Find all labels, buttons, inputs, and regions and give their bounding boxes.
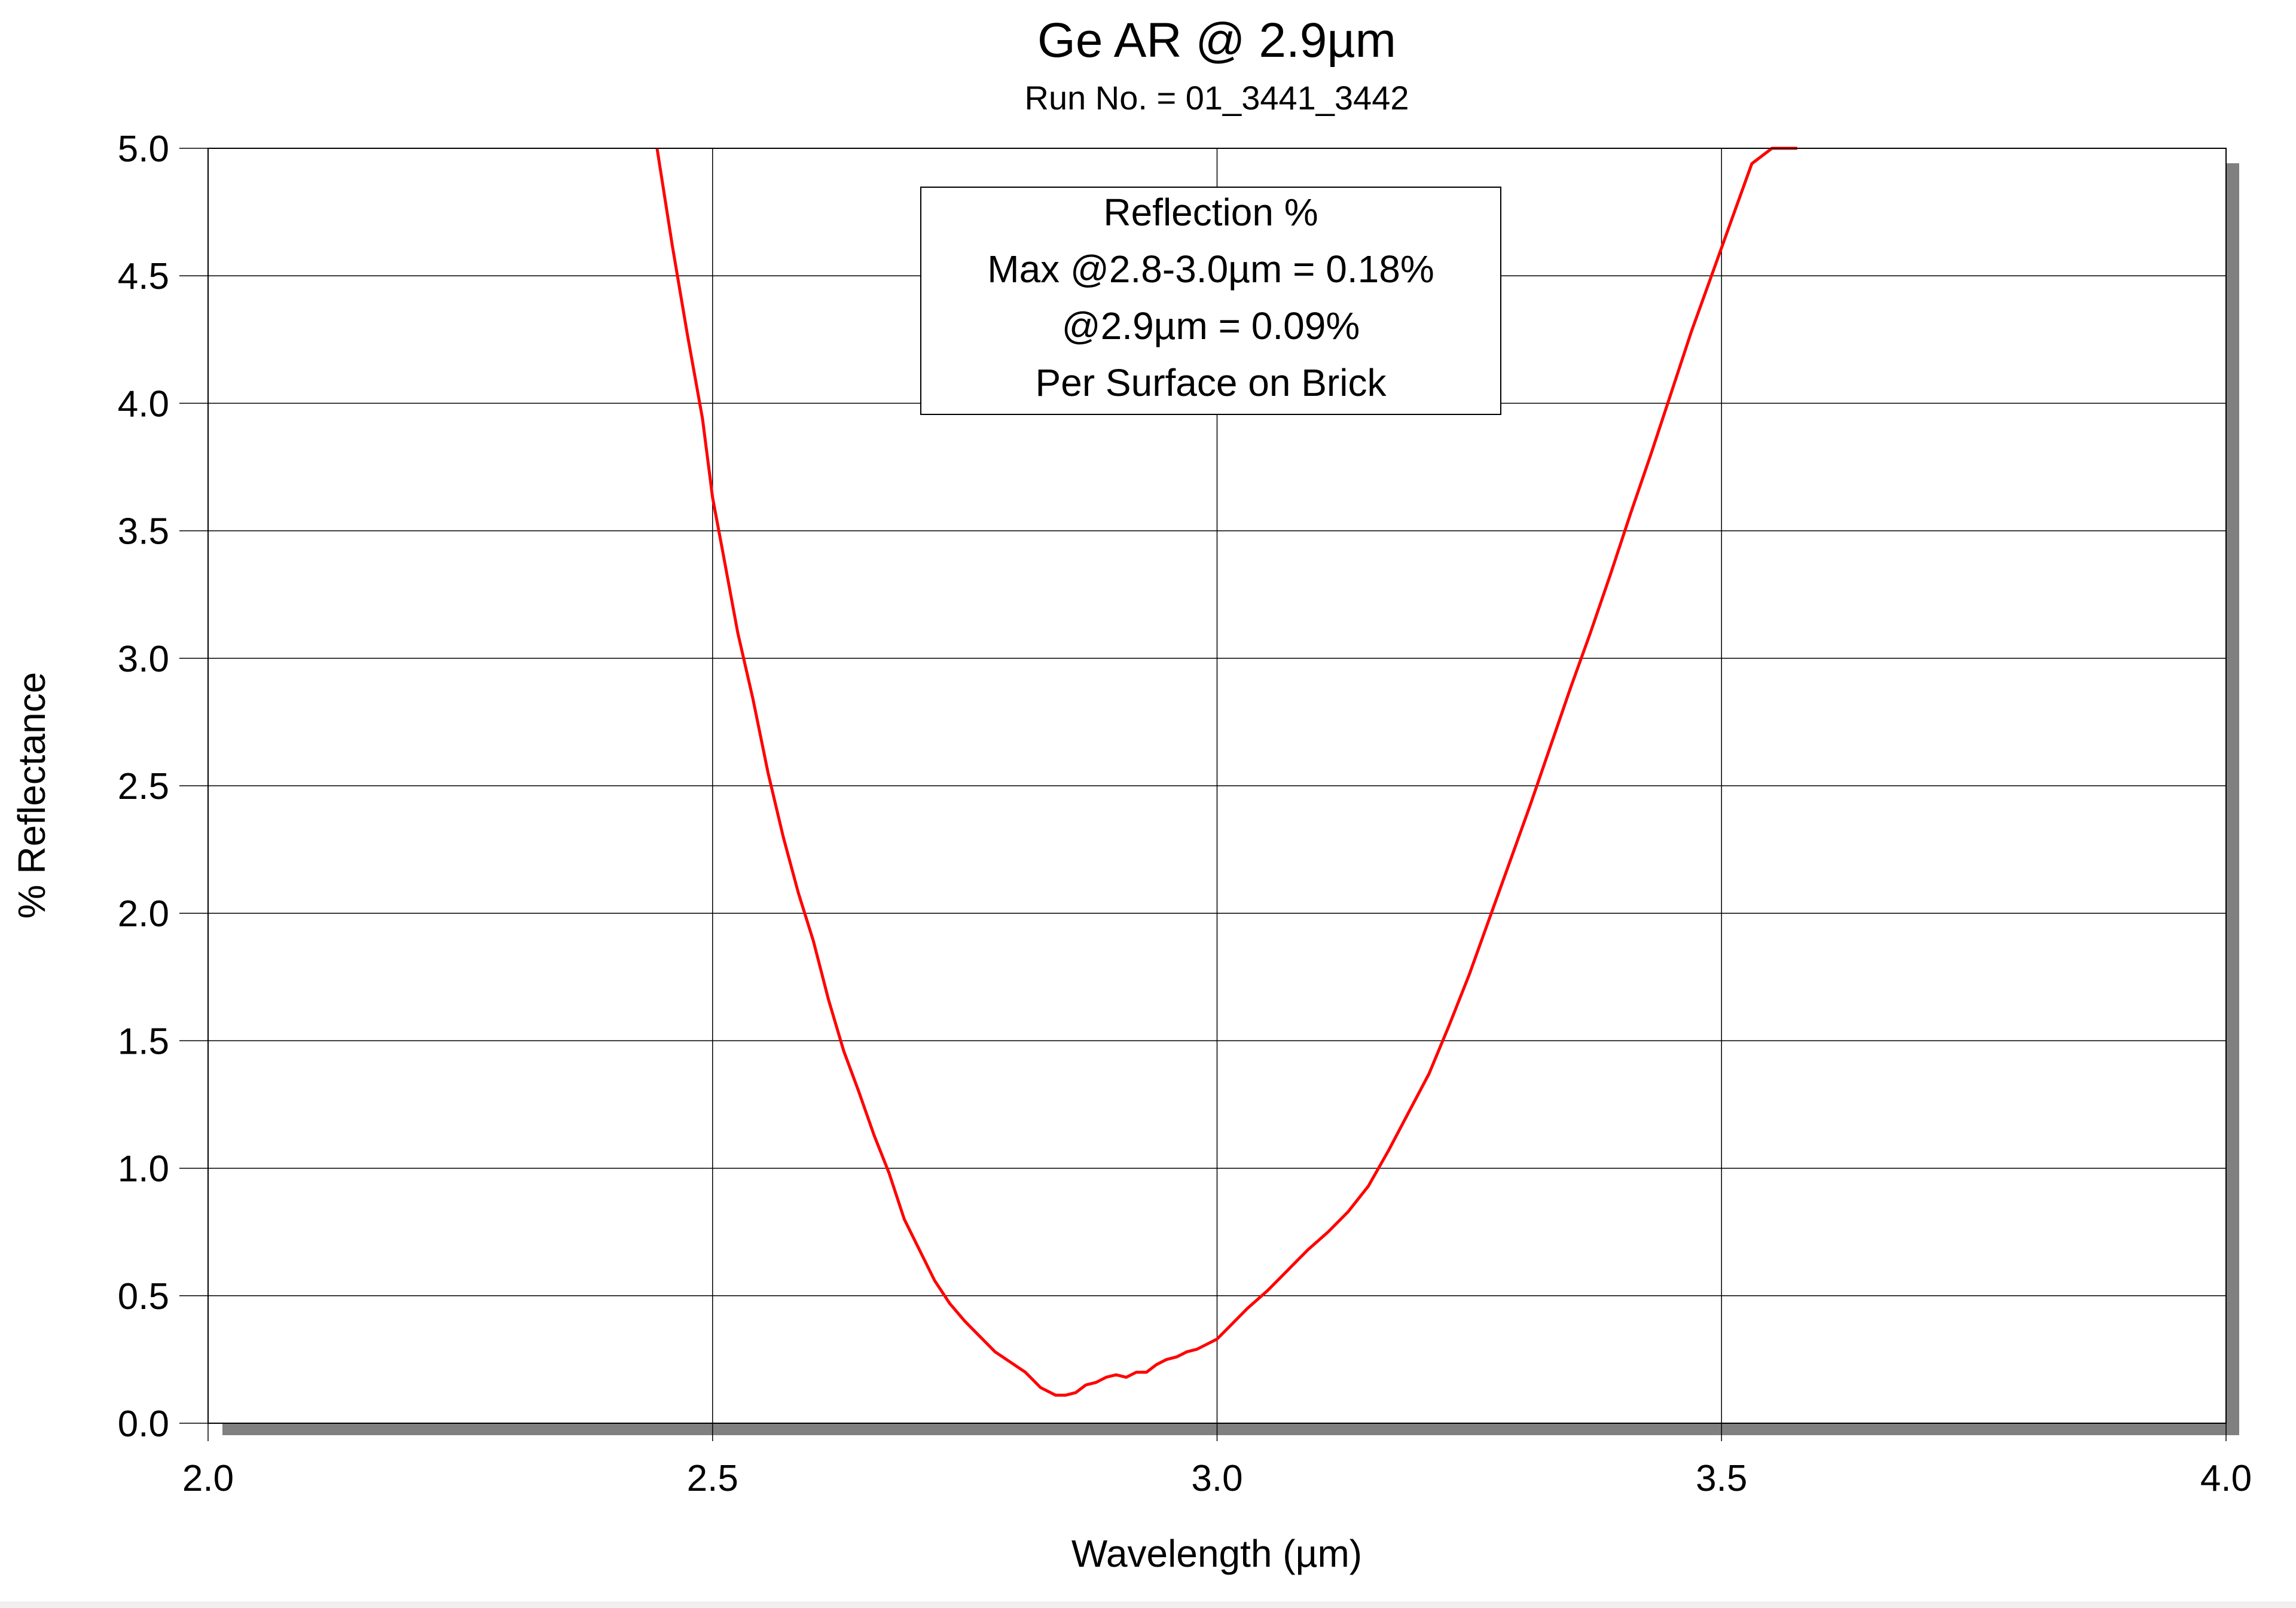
curve-layer <box>655 147 1797 1397</box>
annotation-line-1: Reflection % <box>1103 191 1318 234</box>
y-axis-label: % Reflectance <box>10 672 53 919</box>
y-tick-label: 3.0 <box>118 639 169 680</box>
x-tick-label: 2.0 <box>182 1458 234 1499</box>
plot-shadow-bottom <box>222 1423 2239 1435</box>
annotation-line-2: Max @2.8-3.0µm = 0.18% <box>987 248 1434 291</box>
chart-title: Ge AR @ 2.9µm <box>1037 13 1396 68</box>
x-tick-label: 3.0 <box>1191 1458 1242 1499</box>
x-axis-label: Wavelength (µm) <box>1071 1532 1362 1575</box>
x-tick-labels: 2.0 2.5 3.0 3.5 4.0 <box>182 1423 2252 1499</box>
y-tick-label: 0.5 <box>118 1276 169 1317</box>
x-tick-label: 3.5 <box>1696 1458 1747 1499</box>
chart-subtitle: Run No. = 01_3441_3442 <box>1025 79 1409 117</box>
y-tick-label: 2.0 <box>118 893 169 935</box>
y-tick-label: 3.5 <box>118 511 169 553</box>
y-tick-label: 2.5 <box>118 766 169 807</box>
y-tick-label: 1.5 <box>118 1021 169 1062</box>
annotation-line-4: Per Surface on Brick <box>1036 361 1387 404</box>
bottom-strip <box>0 1601 2296 1608</box>
annotation-box: Reflection % Max @2.8-3.0µm = 0.18% @2.9… <box>920 187 1501 415</box>
y-tick-label: 4.5 <box>118 256 169 297</box>
reflectance-curve <box>655 147 1797 1397</box>
annotation-frame <box>920 187 1501 415</box>
y-tick-label: 0.0 <box>118 1403 169 1445</box>
plot-shadow-right <box>2226 163 2239 1435</box>
y-tick-label: 4.0 <box>118 383 169 425</box>
x-tick-label: 4.0 <box>2200 1458 2252 1499</box>
y-tick-label: 1.0 <box>118 1149 169 1190</box>
x-tick-label: 2.5 <box>687 1458 738 1499</box>
y-tick-label: 5.0 <box>118 129 169 170</box>
y-tick-labels: 5.0 4.5 4.0 3.5 3.0 2.5 2.0 1.5 1.0 0.5 0.0 <box>118 129 208 1445</box>
annotation-line-3: @2.9µm = 0.09% <box>1062 304 1360 347</box>
